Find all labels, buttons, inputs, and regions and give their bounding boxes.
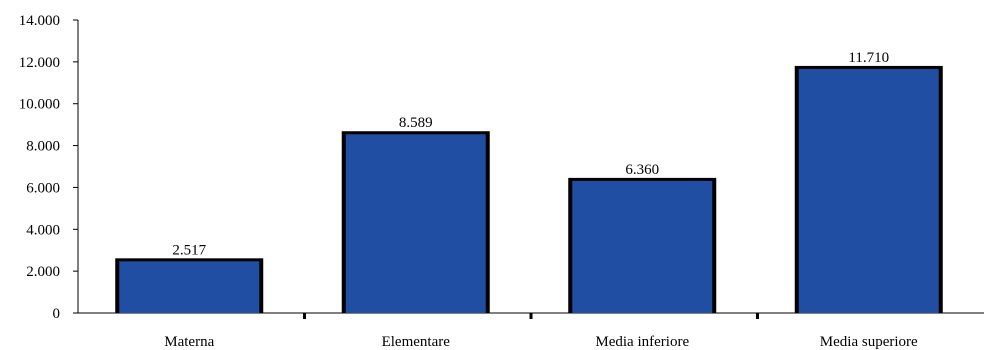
y-tick-label: 2.000 xyxy=(26,264,60,280)
data-labels: 2.517 8.589 6.360 11.710 xyxy=(172,50,889,258)
bar-value-label: 11.710 xyxy=(848,50,889,66)
y-tick-label: 6.000 xyxy=(26,180,60,196)
y-tick-label: 10.000 xyxy=(19,97,60,113)
bar-value-label: 6.360 xyxy=(625,162,659,178)
bar xyxy=(345,134,486,313)
bars xyxy=(115,65,943,314)
bar xyxy=(572,180,713,313)
x-axis: Materna Elementare Media inferiore Media su… xyxy=(73,312,984,350)
y-tick-label: 14.000 xyxy=(19,13,60,29)
x-tick-label: Media inferiore xyxy=(595,334,689,350)
x-tick-label: Media superiore xyxy=(820,334,918,350)
y-tick-label: 12.000 xyxy=(19,55,60,71)
x-tick xyxy=(529,313,533,319)
bar xyxy=(798,68,939,314)
y-tick-label: 0 xyxy=(53,306,61,322)
x-tick xyxy=(756,313,759,319)
y-axis: 0 2.000 4.000 6.000 8.000 10.000 12.000 14.000 xyxy=(19,13,79,322)
y-tick-label: 4.000 xyxy=(26,222,60,238)
x-tick-label: Materna xyxy=(164,334,214,350)
x-tick-label: Elementare xyxy=(382,334,451,350)
bar-value-label: 2.517 xyxy=(172,242,206,258)
x-tick xyxy=(303,313,306,319)
bar xyxy=(119,261,260,313)
bar-value-label: 8.589 xyxy=(399,115,433,131)
y-tick-label: 8.000 xyxy=(26,139,60,155)
